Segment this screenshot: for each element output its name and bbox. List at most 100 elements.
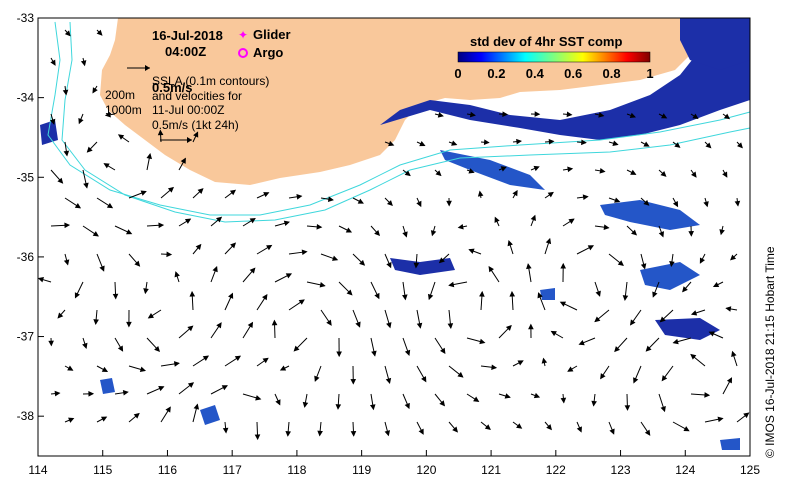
velocity-arrow-head (402, 231, 408, 238)
velocity-arrow-head (154, 345, 161, 353)
scale-label: 0.5m/s (152, 80, 192, 95)
velocity-arrow-head (350, 430, 357, 437)
velocity-arrow-head (452, 426, 458, 433)
velocity-arrow-head (545, 237, 552, 245)
velocity-arrow-head (559, 301, 567, 307)
lon-tick-label: 114 (28, 463, 47, 477)
velocity-arrow-head (64, 222, 71, 229)
lon-tick-label: 124 (675, 463, 695, 477)
velocity-arrow-head (624, 405, 631, 411)
velocity-arrow-head (699, 257, 705, 264)
velocity-arrow-head (369, 404, 376, 411)
velocity-arrow-head (187, 382, 195, 388)
map-time: 04:00Z (165, 44, 206, 59)
velocity-arrow-head (594, 316, 601, 323)
velocity-arrow-head (598, 112, 605, 118)
velocity-arrow-head (180, 157, 186, 164)
velocity-arrow-head (92, 87, 98, 94)
velocity-arrow-head (614, 346, 621, 353)
velocity-arrow-head (133, 412, 140, 419)
velocity-arrow-head (582, 194, 589, 200)
velocity-arrow-head (722, 171, 728, 178)
velocity-arrow-head (298, 299, 305, 305)
velocity-arrow-head (609, 428, 615, 435)
velocity-arrow-head (703, 201, 709, 208)
velocity-arrow-head (112, 293, 119, 300)
velocity-arrow-head (705, 142, 712, 149)
velocity-arrows (37, 29, 750, 441)
velocity-arrow-head (404, 402, 410, 410)
velocity-arrow-head (285, 430, 291, 437)
velocity-arrow-head (187, 325, 194, 332)
velocity-arrow-head (385, 377, 392, 385)
velocity-arrow-head (158, 222, 165, 229)
velocity-arrow-head (228, 292, 234, 299)
velocity-arrow-head (222, 427, 229, 434)
velocity-arrow-head (293, 345, 300, 352)
velocity-arrow-head (457, 371, 464, 378)
velocity-arrow-head (384, 430, 391, 437)
velocity-arrow-head (402, 294, 408, 301)
velocity-arrow-head (146, 153, 153, 160)
velocity-arrow-head (516, 423, 523, 429)
velocity-arrow-head (603, 224, 610, 230)
velocity-arrow-head (80, 60, 87, 67)
velocity-arrow-head (726, 377, 733, 384)
velocity-arrow-head (640, 263, 647, 270)
velocity-arrow-head (359, 259, 366, 266)
velocity-arrow-head (502, 111, 509, 117)
isobath-1000-label: 1000m (105, 103, 142, 117)
velocity-arrow-head (548, 138, 555, 145)
lat-tick-label: -35 (17, 170, 35, 184)
velocity-arrow-head (717, 416, 724, 423)
lat-tick-label: -38 (17, 409, 35, 423)
velocity-arrow-head (504, 393, 511, 399)
argo-legend-label: Argo (253, 45, 283, 60)
velocity-arrow-head (435, 170, 442, 177)
velocity-arrow-head (491, 364, 498, 371)
velocity-arrow-head (283, 220, 290, 227)
velocity-arrow-head (126, 229, 133, 235)
velocity-arrow-head (316, 224, 323, 230)
velocity-arrow-head (477, 190, 484, 197)
velocity-arrow-head (166, 251, 173, 258)
velocity-arrow-head (371, 350, 377, 357)
velocity-arrow-head (357, 198, 364, 204)
velocity-arrow-head (212, 266, 218, 273)
velocity-arrow-head (48, 340, 54, 347)
lon-tick-label: 119 (352, 463, 371, 477)
velocity-arrow-head (600, 373, 606, 380)
velocity-arrow-head (193, 131, 199, 138)
velocity-arrow-head (49, 118, 56, 125)
velocity-arrow-head (509, 290, 516, 297)
velocity-arrow-head (263, 192, 270, 198)
argo-icon (238, 48, 248, 58)
velocity-arrow-head (507, 239, 513, 247)
velocity-arrow-head (404, 349, 411, 357)
velocity-arrow-head (126, 321, 132, 328)
velocity-arrow-head (643, 141, 650, 147)
velocity-arrow-head (122, 389, 129, 396)
velocity-arrow-head (247, 321, 254, 328)
velocity-arrow-head (216, 322, 222, 329)
velocity-arrow-head (326, 319, 332, 326)
velocity-arrow-head (416, 322, 423, 329)
colorbar-tick-label: 0.4 (526, 66, 545, 81)
velocity-arrow-head (595, 290, 601, 297)
velocity-arrow-head (173, 361, 180, 367)
colorbar-tick-label: 0.8 (603, 66, 621, 81)
velocity-arrow-head (488, 265, 494, 273)
velocity-arrow-head (652, 291, 658, 298)
velocity-arrow-head (692, 113, 699, 120)
lon-tick-label: 115 (93, 463, 112, 477)
sla-note-4: 0.5m/s (1kt 24h) (152, 118, 239, 132)
colorbar-tick-label: 0.2 (487, 66, 505, 81)
velocity-arrow-head (484, 424, 491, 431)
scale-arrow-1-head (145, 65, 150, 71)
velocity-arrow-head (346, 289, 353, 296)
isobath-200-label: 200m (105, 88, 135, 102)
velocity-arrow-head (631, 229, 638, 236)
velocity-arrow-head (533, 392, 541, 399)
velocity-arrow-head (581, 139, 587, 146)
velocity-arrow-head (279, 365, 287, 371)
